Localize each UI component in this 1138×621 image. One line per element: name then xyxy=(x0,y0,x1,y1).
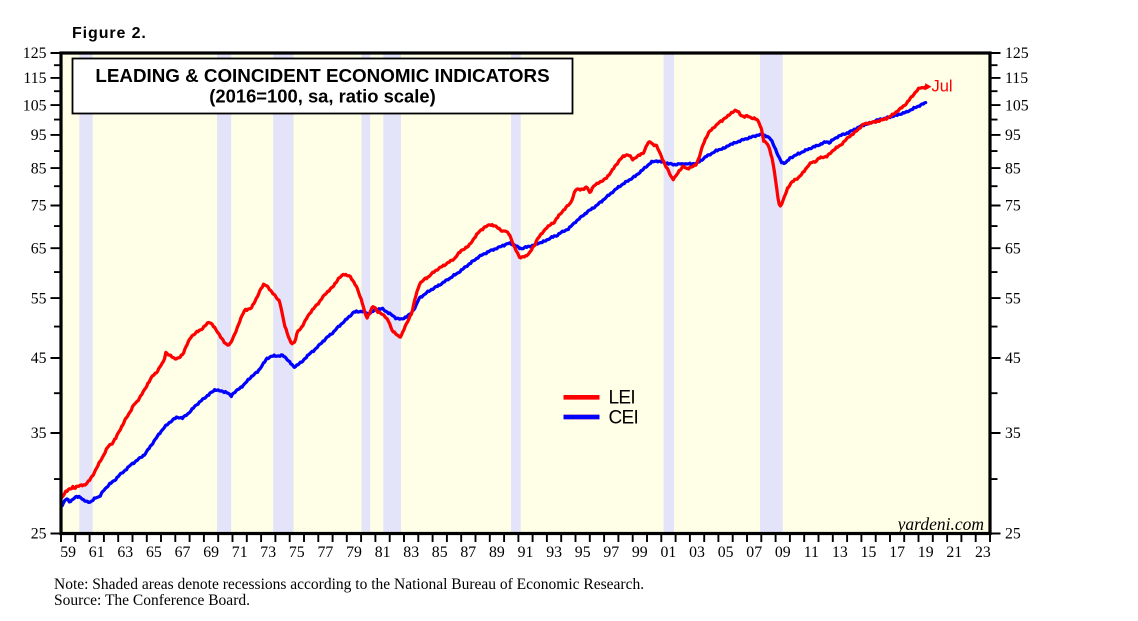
svg-text:21: 21 xyxy=(946,544,962,561)
svg-text:09: 09 xyxy=(775,544,791,561)
svg-text:07: 07 xyxy=(746,544,762,561)
svg-text:35: 35 xyxy=(1005,425,1021,442)
svg-text:25: 25 xyxy=(1005,526,1021,543)
svg-text:85: 85 xyxy=(1005,160,1021,177)
svg-text:73: 73 xyxy=(260,544,276,561)
svg-text:17: 17 xyxy=(889,544,905,561)
svg-text:19: 19 xyxy=(918,544,934,561)
svg-text:95: 95 xyxy=(575,544,591,561)
svg-text:87: 87 xyxy=(460,544,476,561)
svg-text:61: 61 xyxy=(89,544,105,561)
svg-text:75: 75 xyxy=(1005,198,1021,215)
svg-text:105: 105 xyxy=(23,97,47,114)
svg-text:71: 71 xyxy=(232,544,248,561)
svg-text:03: 03 xyxy=(689,544,705,561)
svg-text:55: 55 xyxy=(1005,290,1021,307)
svg-text:01: 01 xyxy=(661,544,677,561)
svg-text:23: 23 xyxy=(975,544,991,561)
svg-text:75: 75 xyxy=(31,198,47,215)
svg-text:115: 115 xyxy=(1005,70,1028,87)
svg-text:115: 115 xyxy=(23,70,46,87)
svg-text:65: 65 xyxy=(1005,240,1021,257)
svg-text:91: 91 xyxy=(518,544,534,561)
svg-text:55: 55 xyxy=(31,290,47,307)
svg-text:125: 125 xyxy=(1005,45,1029,62)
svg-text:(2016=100, sa, ratio scale): (2016=100, sa, ratio scale) xyxy=(209,86,435,107)
svg-text:05: 05 xyxy=(718,544,734,561)
svg-text:105: 105 xyxy=(1005,97,1029,114)
svg-text:45: 45 xyxy=(1005,350,1021,367)
svg-text:93: 93 xyxy=(546,544,562,561)
svg-text:81: 81 xyxy=(375,544,391,561)
svg-text:59: 59 xyxy=(60,544,76,561)
svg-text:85: 85 xyxy=(31,160,47,177)
svg-text:83: 83 xyxy=(403,544,419,561)
svg-text:99: 99 xyxy=(632,544,648,561)
svg-text:13: 13 xyxy=(832,544,848,561)
svg-text:65: 65 xyxy=(31,240,47,257)
svg-text:63: 63 xyxy=(117,544,133,561)
svg-text:77: 77 xyxy=(318,544,334,561)
svg-text:45: 45 xyxy=(31,350,47,367)
svg-text:yardeni.com: yardeni.com xyxy=(896,514,984,534)
svg-text:11: 11 xyxy=(804,544,819,561)
svg-text:65: 65 xyxy=(146,544,162,561)
svg-text:LEI: LEI xyxy=(609,388,635,409)
svg-text:67: 67 xyxy=(175,544,191,561)
svg-text:35: 35 xyxy=(31,425,47,442)
svg-text:15: 15 xyxy=(861,544,877,561)
svg-text:CEI: CEI xyxy=(609,407,639,428)
svg-text:89: 89 xyxy=(489,544,505,561)
svg-text:79: 79 xyxy=(346,544,362,561)
svg-text:85: 85 xyxy=(432,544,448,561)
svg-text:LEADING & COINCIDENT ECONOMIC: LEADING & COINCIDENT ECONOMIC INDICATORS xyxy=(95,65,549,86)
svg-text:Jul: Jul xyxy=(932,78,953,96)
svg-text:95: 95 xyxy=(1005,127,1021,144)
svg-text:125: 125 xyxy=(23,45,47,62)
svg-text:69: 69 xyxy=(203,544,219,561)
svg-text:25: 25 xyxy=(31,526,47,543)
svg-text:75: 75 xyxy=(289,544,305,561)
svg-text:95: 95 xyxy=(31,127,47,144)
svg-text:97: 97 xyxy=(603,544,619,561)
